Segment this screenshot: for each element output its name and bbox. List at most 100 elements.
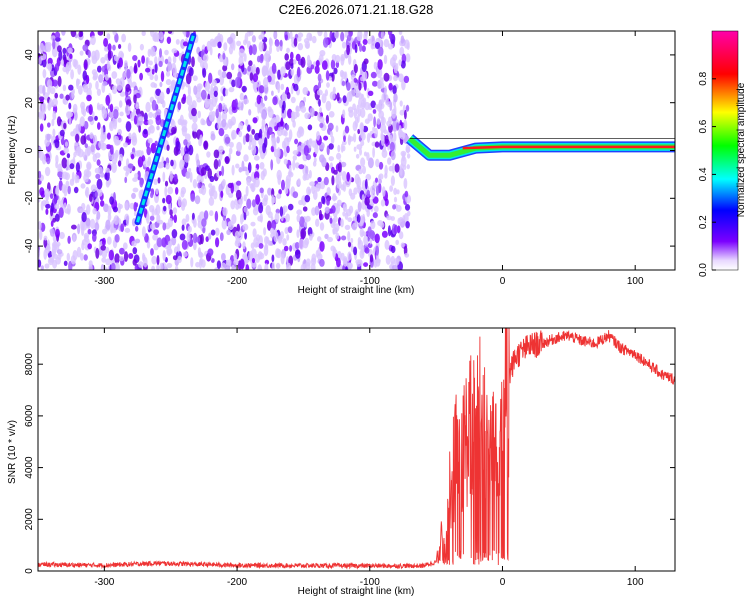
noise-blob xyxy=(354,43,358,54)
noise-blob xyxy=(362,39,368,45)
noise-blob xyxy=(128,253,134,259)
noise-blob xyxy=(84,143,89,149)
noise-blob xyxy=(252,117,258,124)
noise-blob xyxy=(167,61,173,71)
noise-blob xyxy=(281,104,285,114)
noise-blob xyxy=(292,155,297,161)
noise-blob xyxy=(378,178,382,184)
noise-blob xyxy=(106,132,111,140)
noise-blob xyxy=(299,216,305,228)
noise-blob xyxy=(135,103,140,110)
noise-blob xyxy=(372,147,375,158)
noise-blob xyxy=(403,213,409,224)
noise-blob xyxy=(189,113,193,120)
noise-blob xyxy=(400,150,407,157)
noise-blob xyxy=(259,187,264,194)
noise-blob xyxy=(85,170,92,178)
noise-blob xyxy=(138,124,142,133)
noise-blob xyxy=(114,262,120,270)
noise-blob xyxy=(297,178,301,186)
noise-blob xyxy=(243,194,247,202)
noise-blob xyxy=(205,98,212,105)
noise-blob xyxy=(235,150,241,157)
noise-blob xyxy=(97,189,103,197)
noise-blob xyxy=(193,218,197,228)
noise-blob xyxy=(346,171,351,182)
noise-blob xyxy=(343,135,346,143)
noise-blob xyxy=(145,101,151,113)
noise-blob xyxy=(164,58,169,65)
noise-blob xyxy=(192,75,198,82)
noise-blob xyxy=(329,130,333,138)
noise-blob xyxy=(242,135,246,145)
noise-blob xyxy=(398,59,402,66)
noise-blob xyxy=(63,260,68,266)
noise-blob xyxy=(393,75,398,82)
noise-blob xyxy=(215,35,221,43)
noise-blob xyxy=(237,199,242,209)
noise-blob xyxy=(341,80,346,87)
noise-blob xyxy=(341,171,347,181)
noise-blob xyxy=(148,111,154,119)
noise-blob xyxy=(267,108,274,118)
noise-blob xyxy=(262,197,268,206)
noise-blob xyxy=(169,209,173,216)
noise-blob xyxy=(58,50,63,61)
noise-blob xyxy=(403,119,408,130)
noise-blob xyxy=(101,109,108,119)
noise-blob xyxy=(102,228,108,235)
noise-blob xyxy=(70,255,76,265)
noise-blob xyxy=(232,39,236,51)
noise-blob xyxy=(132,247,138,255)
noise-blob xyxy=(342,211,346,217)
noise-blob xyxy=(111,71,118,79)
noise-blob xyxy=(73,151,77,158)
noise-blob xyxy=(363,234,369,246)
noise-blob xyxy=(147,156,152,166)
noise-blob xyxy=(67,47,73,54)
noise-blob xyxy=(325,114,329,124)
noise-blob xyxy=(344,212,349,220)
noise-blob xyxy=(358,168,363,175)
noise-blob xyxy=(221,165,225,177)
noise-blob xyxy=(138,116,144,122)
noise-blob xyxy=(80,135,86,145)
noise-blob xyxy=(248,145,252,151)
snr-ytick-label: 2000 xyxy=(24,508,35,531)
noise-blob xyxy=(39,123,44,132)
noise-blob xyxy=(149,74,154,81)
noise-blob xyxy=(280,66,286,77)
noise-blob xyxy=(405,221,410,229)
noise-blob xyxy=(137,170,141,181)
noise-blob xyxy=(174,265,179,270)
noise-blob xyxy=(199,60,205,68)
noise-blob xyxy=(216,260,221,269)
noise-blob xyxy=(236,141,243,152)
noise-blob xyxy=(86,161,92,171)
noise-blob xyxy=(124,227,131,233)
noise-blob xyxy=(340,161,347,168)
noise-blob xyxy=(258,85,265,94)
noise-blob xyxy=(381,186,386,197)
noise-blob xyxy=(228,87,235,93)
noise-blob xyxy=(264,263,269,270)
noise-blob xyxy=(139,177,144,188)
noise-blob xyxy=(78,123,82,133)
noise-blob xyxy=(73,111,78,121)
noise-blob xyxy=(155,204,161,215)
noise-blob xyxy=(303,263,307,269)
noise-blob xyxy=(341,41,347,49)
noise-blob xyxy=(73,186,79,194)
noise-blob xyxy=(181,81,186,87)
noise-blob xyxy=(145,57,149,68)
noise-blob xyxy=(190,257,194,268)
noise-blob xyxy=(42,85,46,96)
snr-ytick-label: 6000 xyxy=(24,404,35,427)
noise-blob xyxy=(215,227,220,236)
noise-blob xyxy=(47,57,53,65)
noise-blob xyxy=(222,52,226,60)
noise-blob xyxy=(238,167,243,173)
noise-blob xyxy=(51,118,55,127)
noise-blob xyxy=(300,228,307,240)
